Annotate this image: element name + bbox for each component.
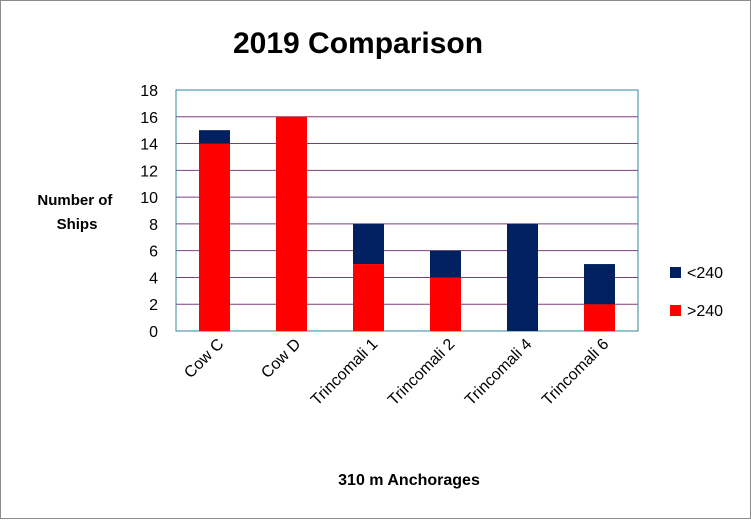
y-tick-label: 0 bbox=[149, 324, 158, 341]
chart-title: 2019 Comparison bbox=[233, 27, 483, 60]
y-tick-labels: 0 2 4 6 8 10 12 14 16 18 bbox=[140, 83, 158, 341]
legend-swatch bbox=[670, 305, 681, 316]
bar-segment bbox=[276, 116, 307, 332]
x-tick-label: Trincomali 2 bbox=[385, 336, 458, 409]
bar-segment bbox=[353, 223, 384, 265]
bar-segment bbox=[430, 277, 461, 331]
y-tick-label: 10 bbox=[140, 190, 158, 207]
y-tick-label: 4 bbox=[149, 270, 158, 287]
x-axis-label: 310 m Anchorages bbox=[338, 472, 480, 489]
bar-segment bbox=[353, 264, 384, 331]
legend-label: >240 bbox=[687, 303, 723, 320]
y-tick-label: 16 bbox=[140, 110, 158, 127]
y-axis-label: Number of Ships bbox=[37, 192, 116, 233]
bar-segment bbox=[430, 250, 461, 278]
y-tick-label: 2 bbox=[149, 297, 158, 314]
y-axis-label-line-1: Number of bbox=[37, 192, 113, 209]
x-tick-label: Trincomali 1 bbox=[308, 336, 381, 409]
y-tick-label: 12 bbox=[140, 163, 158, 180]
y-tick-label: 6 bbox=[149, 244, 158, 261]
y-tick-label: 8 bbox=[149, 217, 158, 234]
x-tick-label: Trincomali 4 bbox=[462, 336, 535, 409]
bar-segment bbox=[199, 143, 230, 331]
legend-label: <240 bbox=[687, 265, 723, 282]
legend: <240 >240 bbox=[670, 265, 723, 320]
x-tick-label: Cow D bbox=[258, 336, 304, 382]
y-tick-label: 18 bbox=[140, 83, 158, 100]
legend-swatch bbox=[670, 267, 681, 278]
y-tick-label: 14 bbox=[140, 137, 158, 154]
bar-segment bbox=[584, 264, 615, 305]
bar-segment bbox=[199, 130, 230, 144]
x-tick-labels: Cow C Cow D Trincomali 1 Trincomali 2 Trinco… bbox=[181, 336, 612, 409]
bar-segment bbox=[584, 304, 615, 331]
plot-area bbox=[175, 89, 639, 332]
x-tick-label: Cow C bbox=[181, 336, 227, 382]
gridlines bbox=[176, 89, 638, 332]
x-tick-label: Trincomali 6 bbox=[539, 336, 612, 409]
y-axis-label-line-2: Ships bbox=[57, 216, 98, 233]
bars bbox=[199, 116, 615, 332]
bar-segment bbox=[507, 223, 538, 331]
